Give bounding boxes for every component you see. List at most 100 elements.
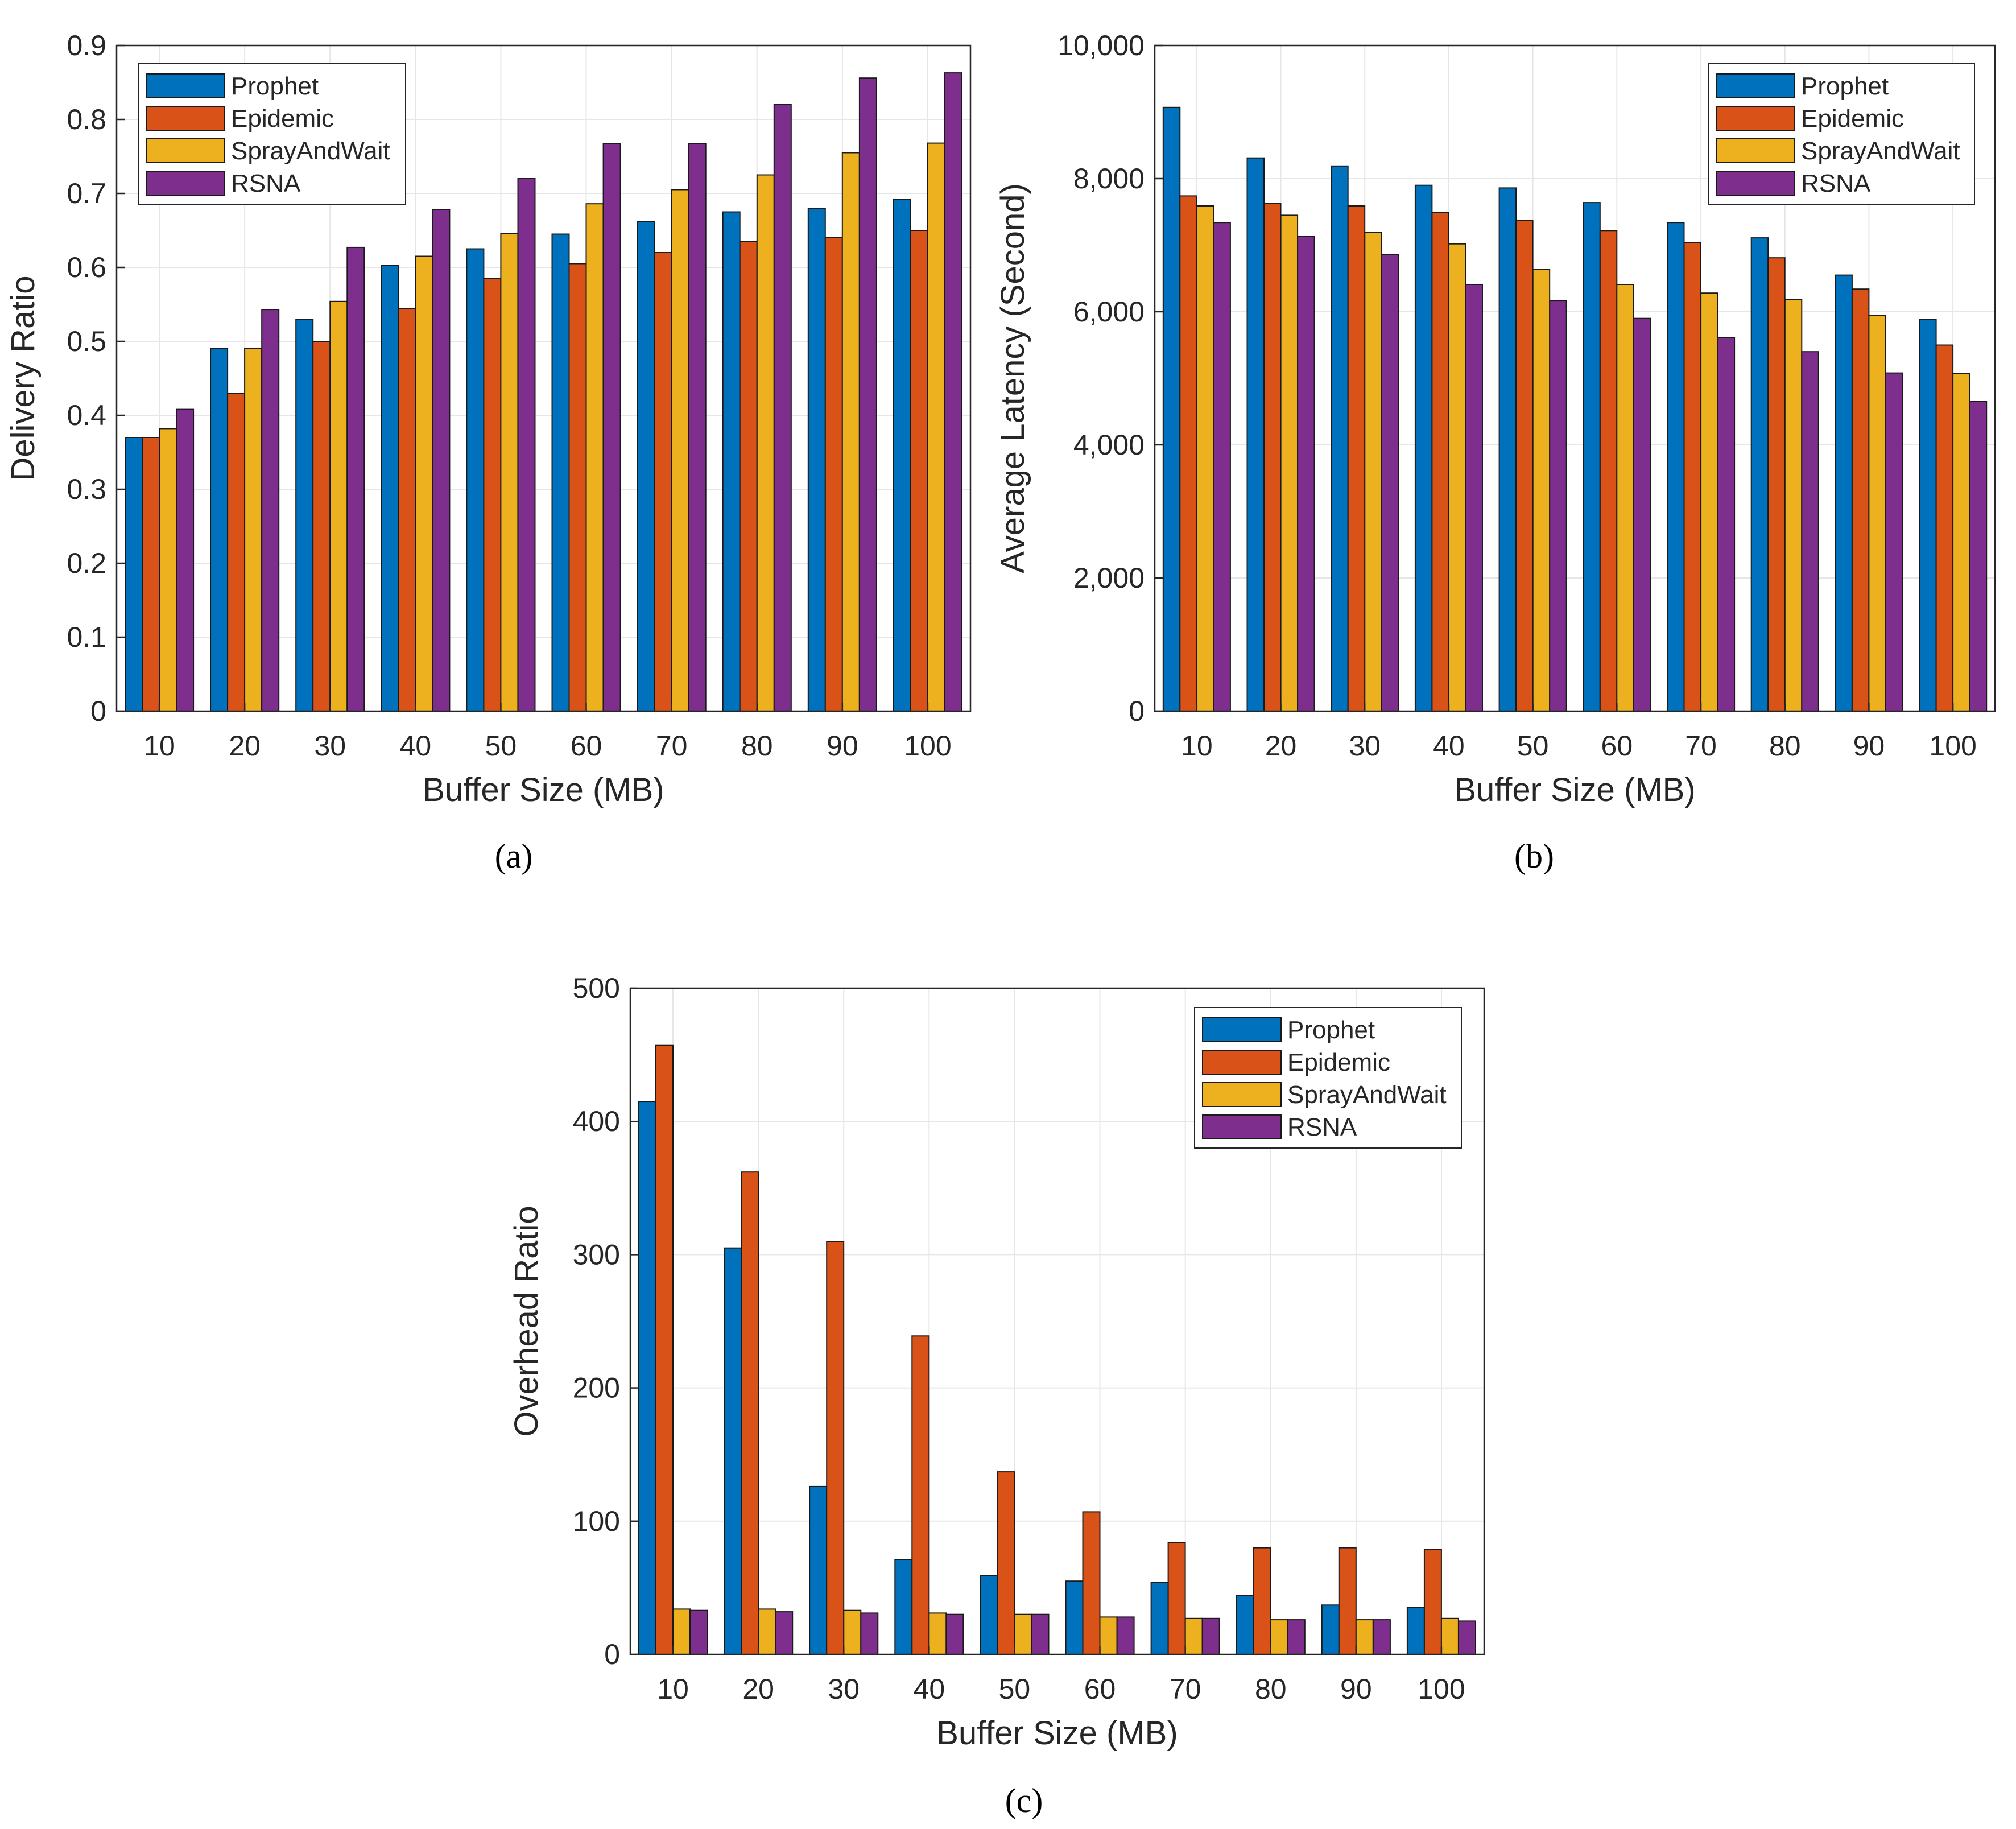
bar-prophet-50 (980, 1575, 998, 1655)
bar-prophet-30 (1331, 165, 1349, 712)
panel-a-delivery-ratio: 0 0.1 0.2 0.3 0.4 0.5 0.6 0.7 0.8 0.9 10 20 30 40 50 60… (5, 30, 972, 875)
bar-epidemic-90 (824, 237, 843, 712)
legend-swatch-rsna (146, 171, 225, 196)
bar-epidemic-20 (1263, 203, 1282, 712)
bar-epidemic-100 (1935, 344, 1954, 712)
y-tick-label: 200 (573, 1372, 620, 1404)
legend-swatch-sprayandwait (1716, 138, 1795, 163)
bar-rsna-70 (1201, 1617, 1220, 1655)
x-tick-label: 10 (1181, 730, 1213, 762)
legend-swatch-prophet (146, 73, 225, 98)
bar-prophet-80 (1236, 1595, 1254, 1655)
legend-entry-rsna: RSNA (231, 170, 301, 197)
y-tick-label: 0 (1129, 695, 1145, 727)
bar-rsna-70 (688, 143, 707, 712)
bar-sprayandwait-90 (841, 152, 860, 712)
bar-sprayandwait-10 (159, 428, 177, 712)
bar-sprayandwait-80 (1784, 299, 1803, 712)
bar-rsna-100 (1458, 1620, 1476, 1655)
x-tick-label: 30 (828, 1673, 860, 1705)
bar-rsna-50 (1031, 1613, 1050, 1655)
bar-sprayandwait-20 (244, 348, 263, 712)
panel-b-average-latency: 0 2,000 4,000 6,000 8,000 10,000 10 20 30 40 50 60 7… (994, 30, 1996, 875)
bar-sprayandwait-100 (927, 142, 945, 712)
legend-entry-epidemic: Epidemic (231, 105, 334, 133)
bar-sprayandwait-50 (500, 233, 519, 712)
bar-prophet-60 (551, 233, 570, 712)
y-tick-label: 500 (573, 972, 620, 1004)
bar-sprayandwait-100 (1440, 1617, 1459, 1655)
bar-epidemic-40 (1431, 212, 1449, 712)
x-tick-label: 20 (742, 1673, 774, 1705)
y-tick-label: 10,000 (1057, 30, 1145, 61)
bar-rsna-20 (261, 309, 280, 712)
legend-entry-sprayandwait: SprayAndWait (1287, 1081, 1447, 1109)
x-axis-label: Buffer Size (MB) (423, 771, 664, 808)
y-tick-label: 0.4 (67, 399, 106, 431)
bar-prophet-70 (637, 221, 655, 712)
bar-sprayandwait-20 (758, 1608, 776, 1655)
legend-entry-epidemic: Epidemic (1801, 105, 1904, 133)
panel-caption: (a) (495, 837, 533, 875)
legend-swatch-epidemic (146, 106, 225, 131)
bar-prophet-10 (1162, 106, 1181, 712)
bar-rsna-100 (1969, 401, 1988, 712)
bar-prophet-80 (722, 211, 741, 712)
y-tick-label: 2,000 (1073, 562, 1145, 594)
legend-swatch-prophet (1716, 73, 1795, 98)
legend-swatch-rsna (1716, 171, 1795, 196)
bar-sprayandwait-10 (672, 1608, 691, 1655)
bar-prophet-20 (1246, 157, 1265, 712)
bar-epidemic-30 (826, 1241, 845, 1655)
bar-epidemic-70 (1167, 1542, 1186, 1655)
bar-sprayandwait-70 (1700, 292, 1718, 712)
y-tick-label: 0.7 (67, 177, 106, 209)
legend-swatch-sprayandwait (146, 138, 225, 163)
bar-prophet-10 (638, 1101, 656, 1655)
bar-rsna-100 (944, 72, 962, 712)
x-axis-label: Buffer Size (MB) (936, 1715, 1178, 1752)
x-tick-label: 30 (314, 730, 346, 762)
x-tick-label: 80 (1769, 730, 1801, 762)
x-tick-label: 70 (1170, 1673, 1201, 1705)
bar-sprayandwait-20 (1280, 214, 1299, 712)
bar-prophet-100 (1406, 1607, 1425, 1655)
bar-epidemic-40 (398, 308, 416, 712)
bar-prophet-50 (1498, 187, 1517, 712)
bar-epidemic-20 (741, 1171, 759, 1655)
bar-prophet-40 (1414, 184, 1433, 712)
bar-prophet-90 (1835, 274, 1853, 712)
legend: Prophet Epidemic SprayAndWait RSNA (1708, 63, 1975, 205)
bar-rsna-10 (176, 408, 195, 712)
x-tick-label: 10 (657, 1673, 689, 1705)
x-tick-label: 70 (656, 730, 688, 762)
bar-sprayandwait-70 (671, 189, 689, 712)
y-tick-label: 100 (573, 1505, 620, 1537)
x-axis-label: Buffer Size (MB) (1454, 771, 1695, 808)
y-tick-label: 0.8 (67, 104, 106, 135)
y-tick-label: 8,000 (1073, 163, 1145, 195)
bar-rsna-60 (1116, 1616, 1135, 1655)
bar-rsna-30 (860, 1612, 879, 1655)
x-tick-label: 30 (1349, 730, 1381, 762)
x-tick-label: 50 (999, 1673, 1031, 1705)
x-tick-label: 60 (571, 730, 602, 762)
bar-prophet-10 (125, 437, 143, 712)
y-axis-label: Average Latency (Second) (994, 183, 1031, 573)
x-tick-label: 60 (1601, 730, 1633, 762)
y-tick-label: 0.9 (67, 30, 106, 61)
bar-sprayandwait-60 (1616, 284, 1634, 712)
bar-prophet-60 (1583, 202, 1601, 712)
bar-rsna-90 (858, 77, 877, 712)
x-tick-label: 90 (1340, 1673, 1372, 1705)
y-tick-label: 0.3 (67, 473, 106, 505)
bar-sprayandwait-60 (585, 203, 604, 712)
bar-rsna-20 (775, 1611, 794, 1655)
bar-prophet-100 (893, 199, 911, 712)
y-tick-label: 4,000 (1073, 429, 1145, 461)
legend: Prophet Epidemic SprayAndWait RSNA (1194, 1007, 1462, 1149)
bar-epidemic-100 (1423, 1549, 1442, 1655)
panel-c-overhead-ratio: 0 100 200 300 400 500 10 20 30 40 50 60 70 80 90 100 Buf… (508, 972, 1485, 1819)
bar-prophet-70 (1150, 1582, 1169, 1655)
bar-sprayandwait-40 (928, 1612, 947, 1655)
